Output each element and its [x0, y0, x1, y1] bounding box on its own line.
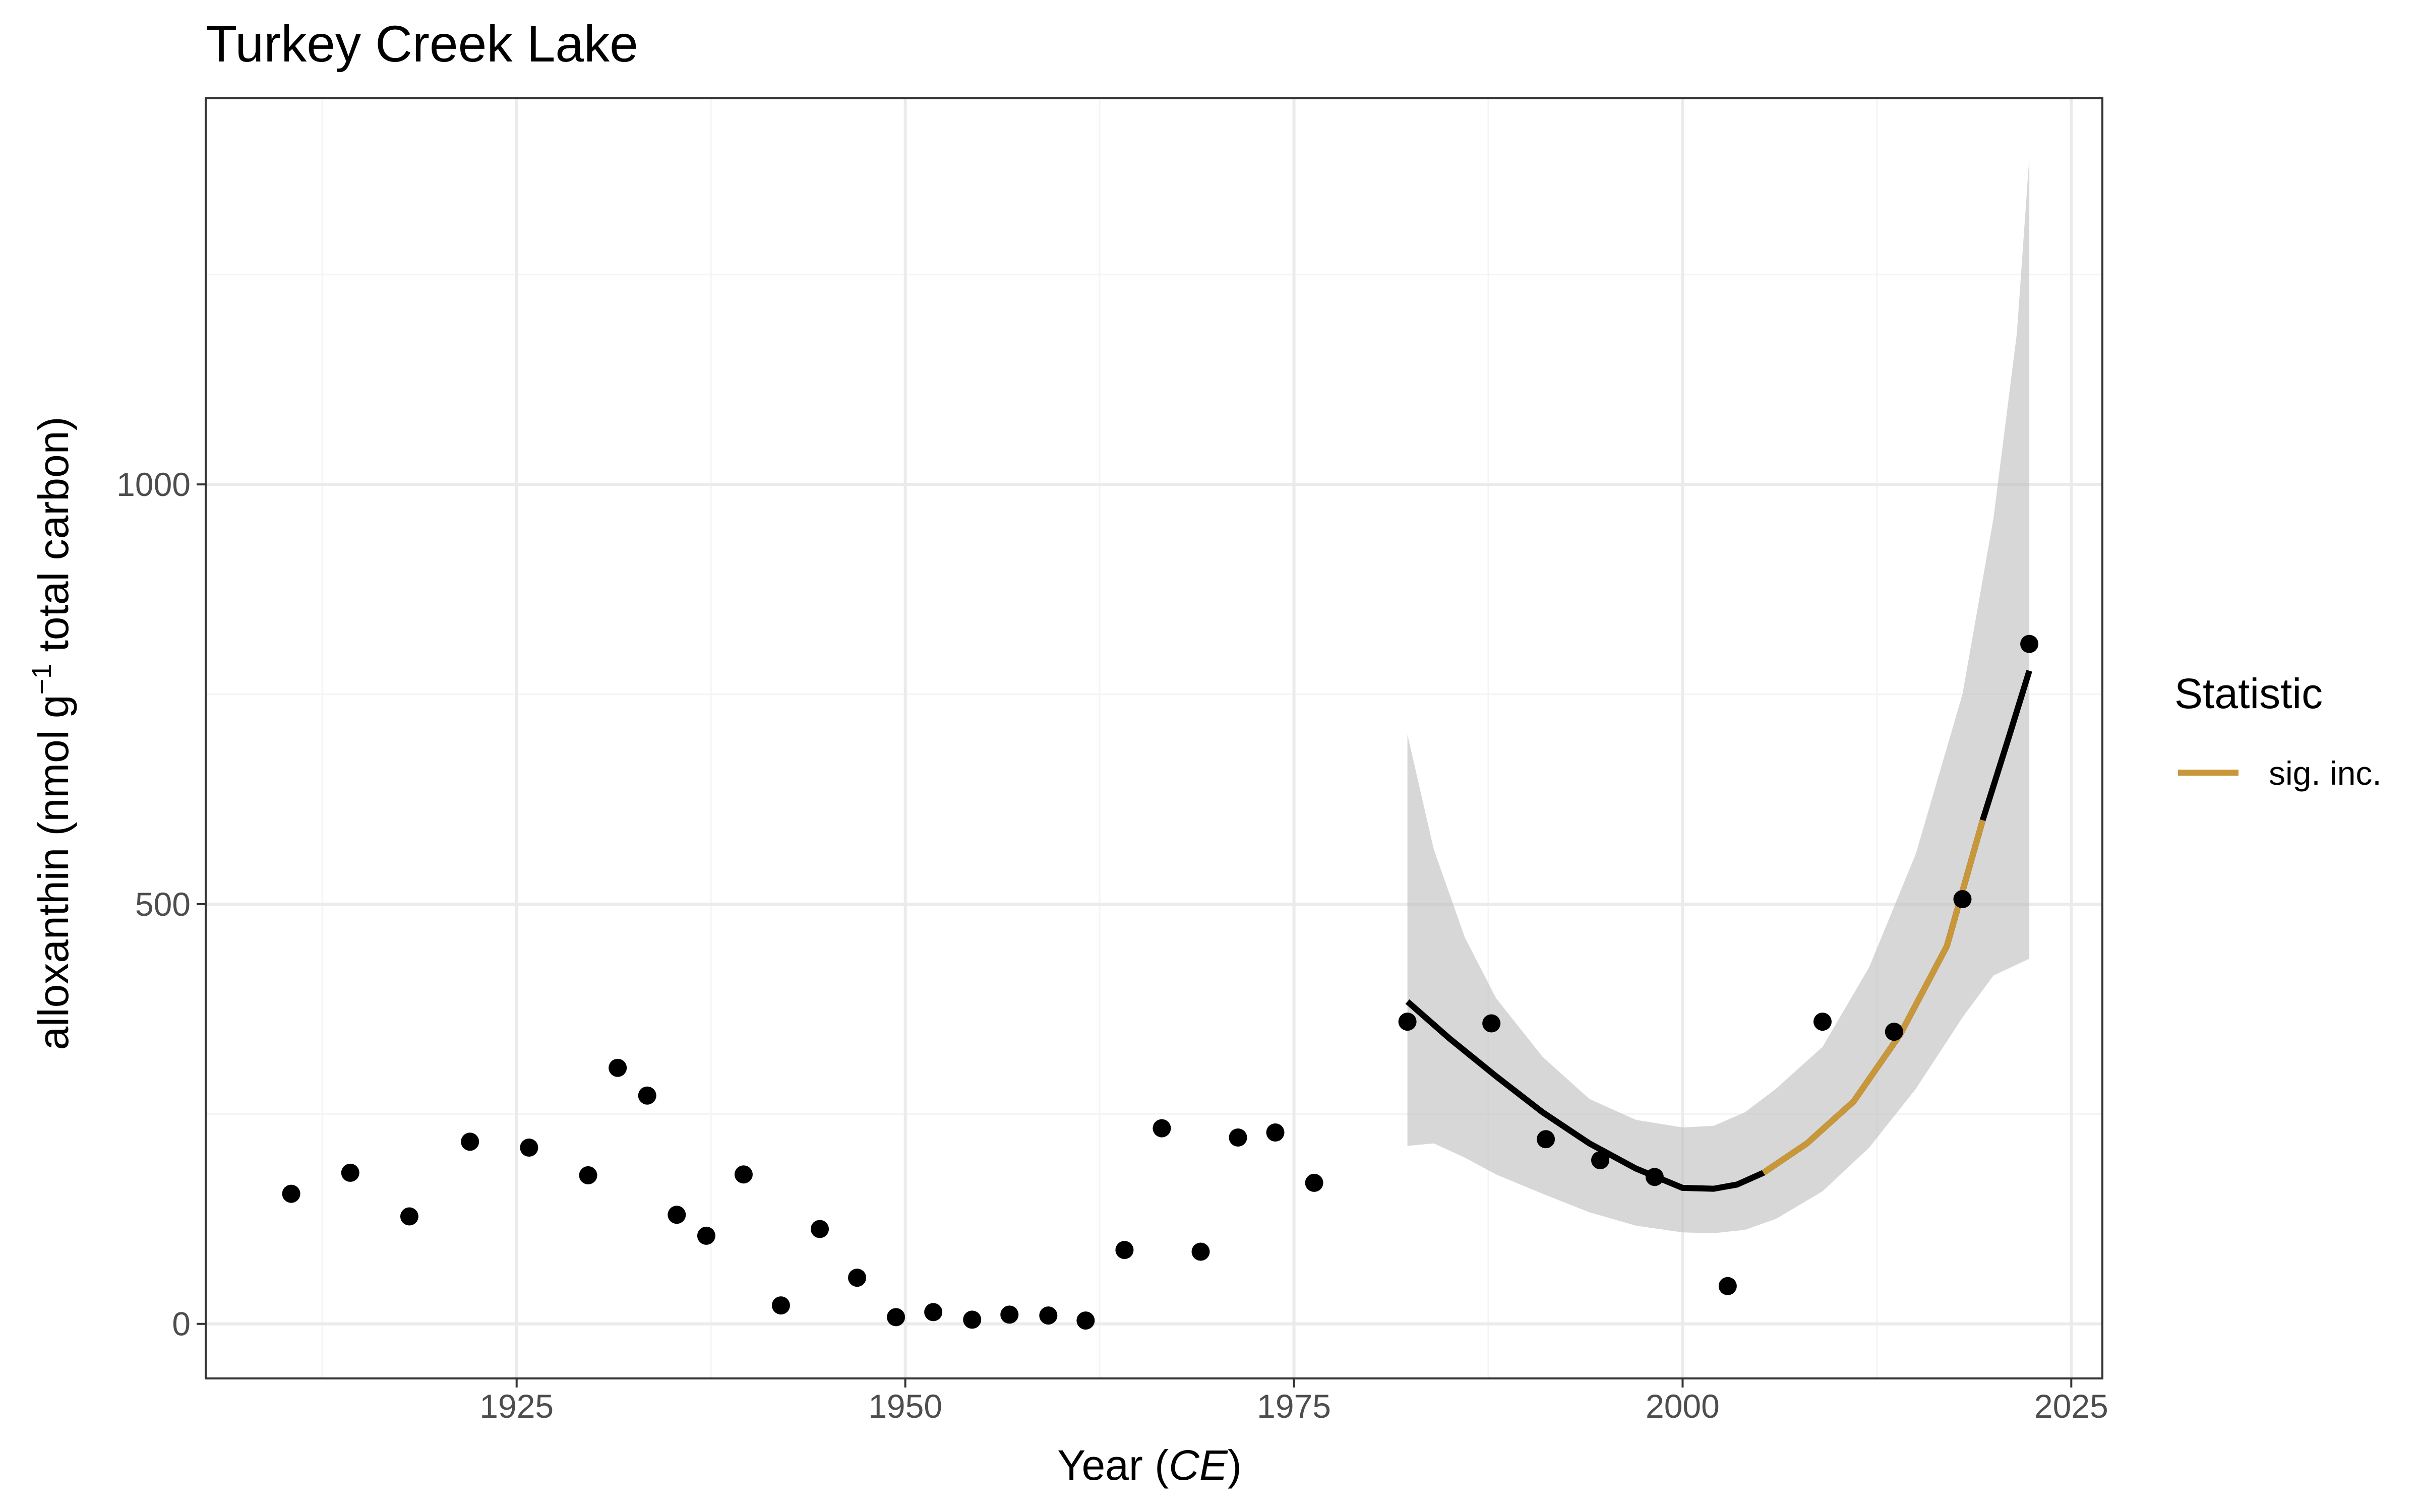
y-axis-title-rest: total carbon) — [30, 417, 77, 664]
data-point — [771, 1296, 790, 1315]
y-tick-label: 1000 — [116, 466, 191, 503]
data-point — [1305, 1173, 1323, 1192]
sig-inc-segment — [1762, 819, 1986, 1175]
x-axis-title-italic: CE — [1169, 1441, 1228, 1489]
data-point — [1191, 1242, 1210, 1261]
data-point — [1076, 1311, 1095, 1330]
confidence-band — [1407, 157, 2030, 1233]
legend-title: Statistic — [2174, 670, 2323, 717]
data-point — [1398, 1013, 1417, 1031]
x-axis-title-text: Year ( — [1057, 1441, 1169, 1489]
y-axis: 0 500 1000 — [116, 466, 206, 1343]
data-point — [1039, 1306, 1058, 1325]
data-point — [579, 1166, 597, 1184]
x-axis-title-close: ) — [1228, 1441, 1242, 1489]
data-point — [848, 1269, 867, 1287]
x-tick-label: 1925 — [479, 1388, 554, 1425]
x-tick-label: 2000 — [1646, 1388, 1720, 1425]
data-point — [1153, 1119, 1171, 1138]
panel-border — [205, 97, 2103, 1379]
legend-entries: sig. inc. — [2178, 754, 2382, 792]
x-axis: 1925 1950 1975 2000 2025 — [479, 1378, 2108, 1425]
data-points-layer — [282, 635, 2039, 1330]
data-point — [1718, 1277, 1737, 1295]
y-axis-title-superscript: −1 — [27, 664, 57, 695]
data-point — [811, 1220, 829, 1238]
data-point — [1482, 1014, 1501, 1033]
y-tick-label: 0 — [172, 1305, 191, 1343]
y-tick-label: 500 — [135, 886, 191, 923]
legend: Statistic sig. inc. — [2174, 670, 2382, 792]
data-point — [609, 1058, 627, 1077]
data-point — [282, 1184, 300, 1203]
x-tick-label: 2025 — [2034, 1388, 2108, 1425]
data-point — [887, 1308, 905, 1327]
data-point — [1885, 1023, 1903, 1041]
data-point — [2020, 635, 2039, 653]
plot-panel — [205, 97, 2103, 1379]
x-tick-label: 1950 — [868, 1388, 942, 1425]
x-axis-title: Year (CE) — [1057, 1441, 1242, 1489]
data-point — [1266, 1123, 1285, 1142]
x-tick-label: 1975 — [1257, 1388, 1331, 1425]
data-point — [400, 1207, 418, 1226]
data-point — [1229, 1128, 1247, 1147]
data-point — [668, 1206, 686, 1224]
grid-major — [206, 98, 2102, 1378]
data-point — [924, 1303, 943, 1321]
data-point — [1953, 890, 1972, 908]
data-point — [1115, 1241, 1134, 1259]
data-point — [341, 1163, 359, 1182]
confidence-band-layer — [1407, 157, 2030, 1233]
y-axis-title-text: alloxanthin (nmol g — [30, 695, 77, 1050]
legend-entry-label: sig. inc. — [2269, 754, 2382, 792]
chart-title: Turkey Creek Lake — [206, 15, 638, 73]
data-point — [520, 1138, 538, 1157]
data-point — [1000, 1305, 1019, 1324]
data-point — [1645, 1168, 1664, 1186]
data-point — [1537, 1130, 1555, 1149]
data-point — [461, 1132, 479, 1151]
y-axis-title: alloxanthin (nmol g−1 total carbon) — [27, 417, 77, 1050]
data-point — [1813, 1013, 1832, 1031]
data-point — [963, 1310, 982, 1329]
data-point — [1591, 1151, 1609, 1169]
data-point — [734, 1165, 753, 1184]
grid-minor — [206, 98, 2102, 1378]
data-point — [697, 1226, 715, 1245]
data-point — [638, 1086, 656, 1105]
